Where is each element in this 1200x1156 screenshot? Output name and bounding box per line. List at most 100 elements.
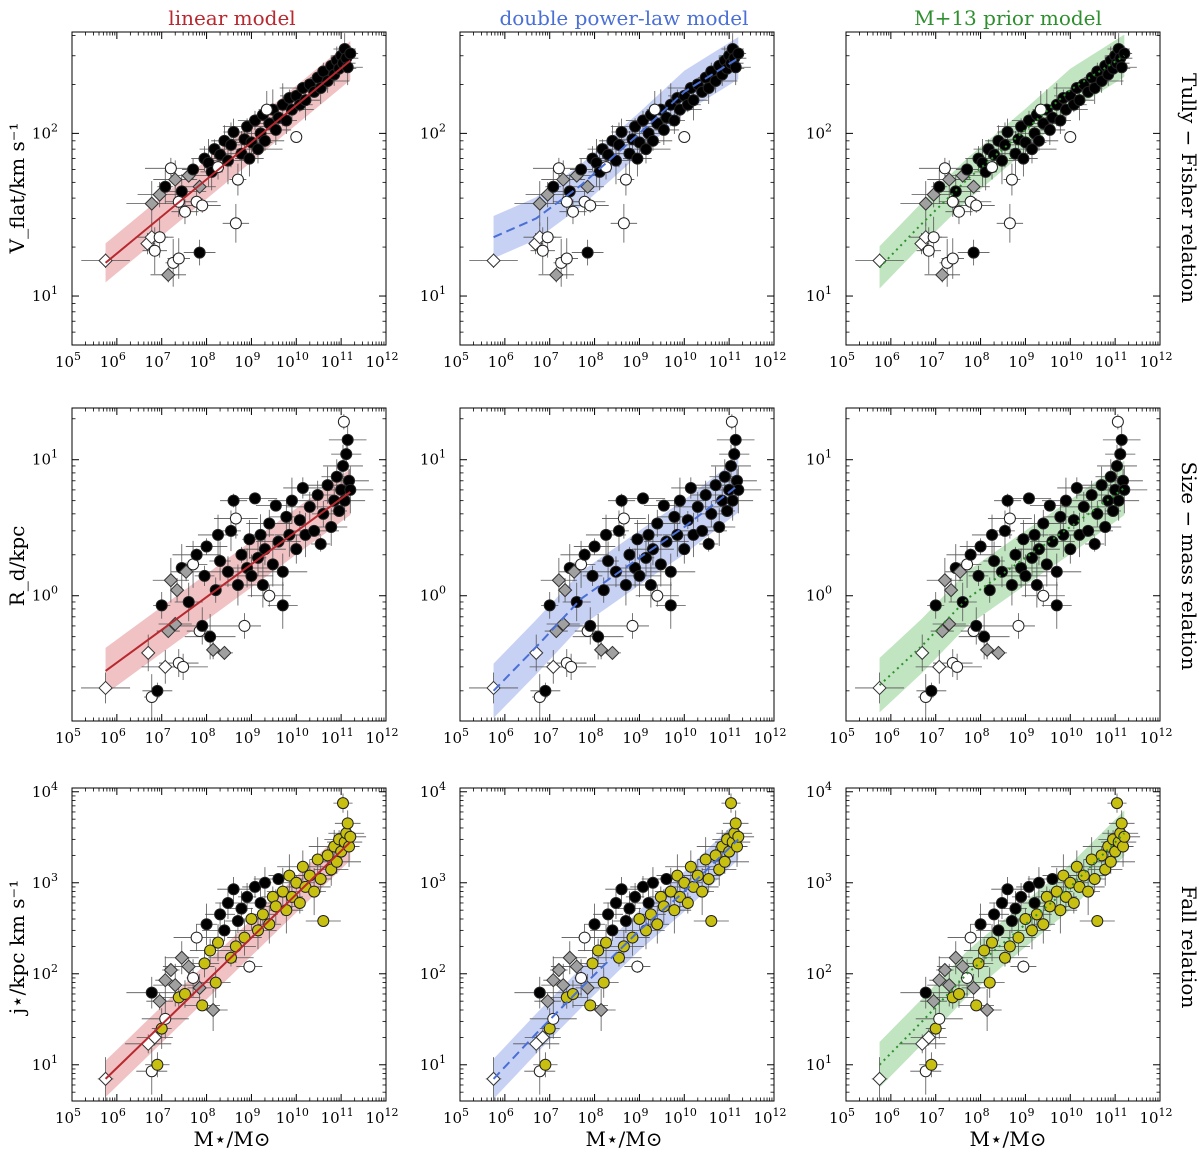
x-tick-label: 1011: [321, 726, 354, 747]
y-tick-label: 102: [32, 121, 58, 142]
data-point: [639, 924, 652, 937]
x-ticks: [459, 408, 775, 721]
fit-line-linear: [104, 59, 351, 264]
data-point: [1005, 915, 1018, 928]
x-tick-label: 106: [100, 726, 126, 747]
data-point-diamond: [935, 267, 950, 283]
data-point: [998, 951, 1011, 964]
data-point: [314, 873, 327, 886]
data-point: [1118, 483, 1131, 496]
data-point: [212, 161, 225, 174]
data-point-diamond: [163, 573, 179, 588]
data-point: [325, 521, 338, 534]
data-point: [992, 924, 1005, 937]
data-point: [636, 492, 649, 505]
y-tick-label: 101: [32, 448, 58, 469]
data-point: [231, 173, 244, 186]
data-point: [629, 120, 642, 133]
data-point: [1054, 904, 1067, 917]
data-point: [1057, 869, 1070, 882]
fit-line-double-power-law: [492, 484, 739, 692]
axes-frame: [71, 407, 387, 722]
data-point: [151, 1058, 164, 1071]
data-point: [633, 569, 646, 582]
x-tick-label: 107: [919, 726, 945, 747]
data-point: [1017, 152, 1030, 165]
data-point: [290, 543, 303, 556]
data-point: [1114, 448, 1127, 461]
x-tick-label: 1011: [1095, 1106, 1128, 1127]
data-point-diamond: [932, 972, 947, 988]
data-point: [1046, 873, 1059, 886]
data-point: [285, 890, 298, 903]
data-point: [673, 890, 686, 903]
data-point: [623, 548, 636, 561]
data-point: [182, 595, 195, 608]
data-point: [336, 459, 349, 472]
data-point: [699, 489, 712, 502]
data-point: [276, 565, 289, 578]
data-point: [243, 960, 256, 973]
data-point: [1088, 873, 1101, 886]
plot-area: [469, 33, 751, 287]
data-point-diamond: [569, 959, 584, 974]
data-point: [177, 660, 190, 673]
data-point: [986, 936, 999, 949]
data-point: [1082, 885, 1095, 898]
data-point: [229, 512, 242, 525]
y-label-jstar: j⋆/kpc km s⁻¹: [5, 880, 29, 1016]
y-ticks: [846, 418, 1160, 692]
plot-area: [469, 414, 762, 720]
y-tick-label: 102: [806, 121, 832, 142]
data-point: [691, 500, 704, 513]
data-point: [151, 684, 164, 697]
data-point-diamond: [551, 573, 567, 588]
data-point: [952, 987, 965, 1000]
data-point-diamond: [935, 623, 950, 639]
data-point: [1064, 543, 1077, 556]
data-point: [1001, 883, 1014, 896]
y-label-rd: R_d/kpc: [5, 526, 29, 607]
data-point-diamond: [174, 950, 189, 965]
data-point: [303, 500, 316, 513]
data-point: [196, 199, 209, 212]
data-point: [563, 185, 576, 198]
data-point: [1067, 896, 1080, 909]
data-point: [995, 896, 1008, 909]
y-tick-label: 102: [806, 962, 832, 983]
data-point: [178, 987, 191, 1000]
data-point: [927, 231, 940, 244]
data-point: [678, 543, 691, 556]
axes-frame: [459, 787, 775, 1102]
data-point: [617, 512, 630, 525]
data-point: [159, 180, 172, 193]
data-point: [970, 999, 983, 1012]
x-tick-label: 1011: [321, 1106, 354, 1127]
data-point: [612, 524, 625, 537]
data-point: [196, 619, 209, 632]
data-point: [536, 244, 549, 257]
data-point-diamond: [943, 582, 959, 598]
x-tick-label: 1012: [753, 1106, 786, 1127]
data-point: [1085, 489, 1098, 502]
plot-area: [871, 793, 1141, 1101]
data-point: [159, 1012, 172, 1025]
data-point: [600, 528, 613, 541]
data-point: [153, 231, 166, 244]
data-point: [729, 61, 742, 74]
data-point: [241, 120, 254, 133]
data-point: [218, 924, 231, 937]
x-tick-label: 106: [874, 1106, 900, 1127]
axes-frame: [459, 31, 775, 346]
data-point: [1095, 479, 1108, 492]
x-label-col3: M⋆/M⊙: [970, 1127, 1047, 1151]
data-point: [961, 971, 974, 984]
data-point: [1070, 481, 1083, 494]
x-label-col2: M⋆/M⊙: [586, 1127, 663, 1151]
data-point-diamond: [163, 962, 179, 978]
data-point: [566, 205, 579, 218]
data-point: [1022, 492, 1035, 505]
data-point: [1009, 902, 1022, 915]
data-point: [660, 873, 673, 886]
data-point: [657, 900, 670, 913]
